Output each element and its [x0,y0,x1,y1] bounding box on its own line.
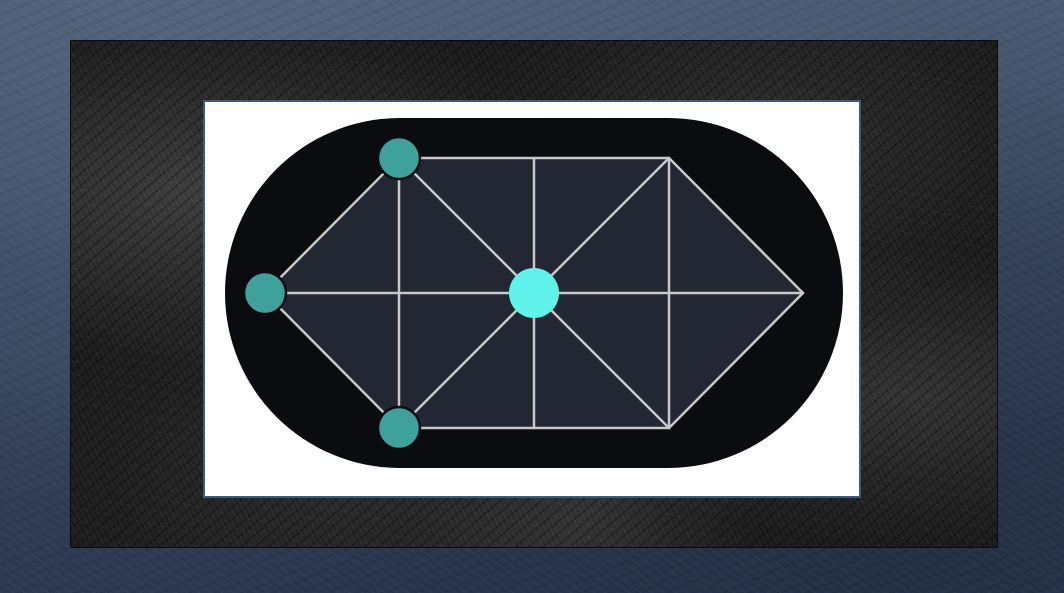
board-line [667,291,805,430]
board-line [263,291,401,430]
attacker-piece[interactable] [376,135,422,181]
attacker-piece[interactable] [376,405,422,451]
defender-piece[interactable] [509,268,559,318]
board-line [667,156,805,295]
game-board-card [203,100,861,498]
attacker-piece[interactable] [242,270,288,316]
game-board [225,118,843,468]
pieces-layer [242,135,559,451]
board-line [263,156,401,295]
